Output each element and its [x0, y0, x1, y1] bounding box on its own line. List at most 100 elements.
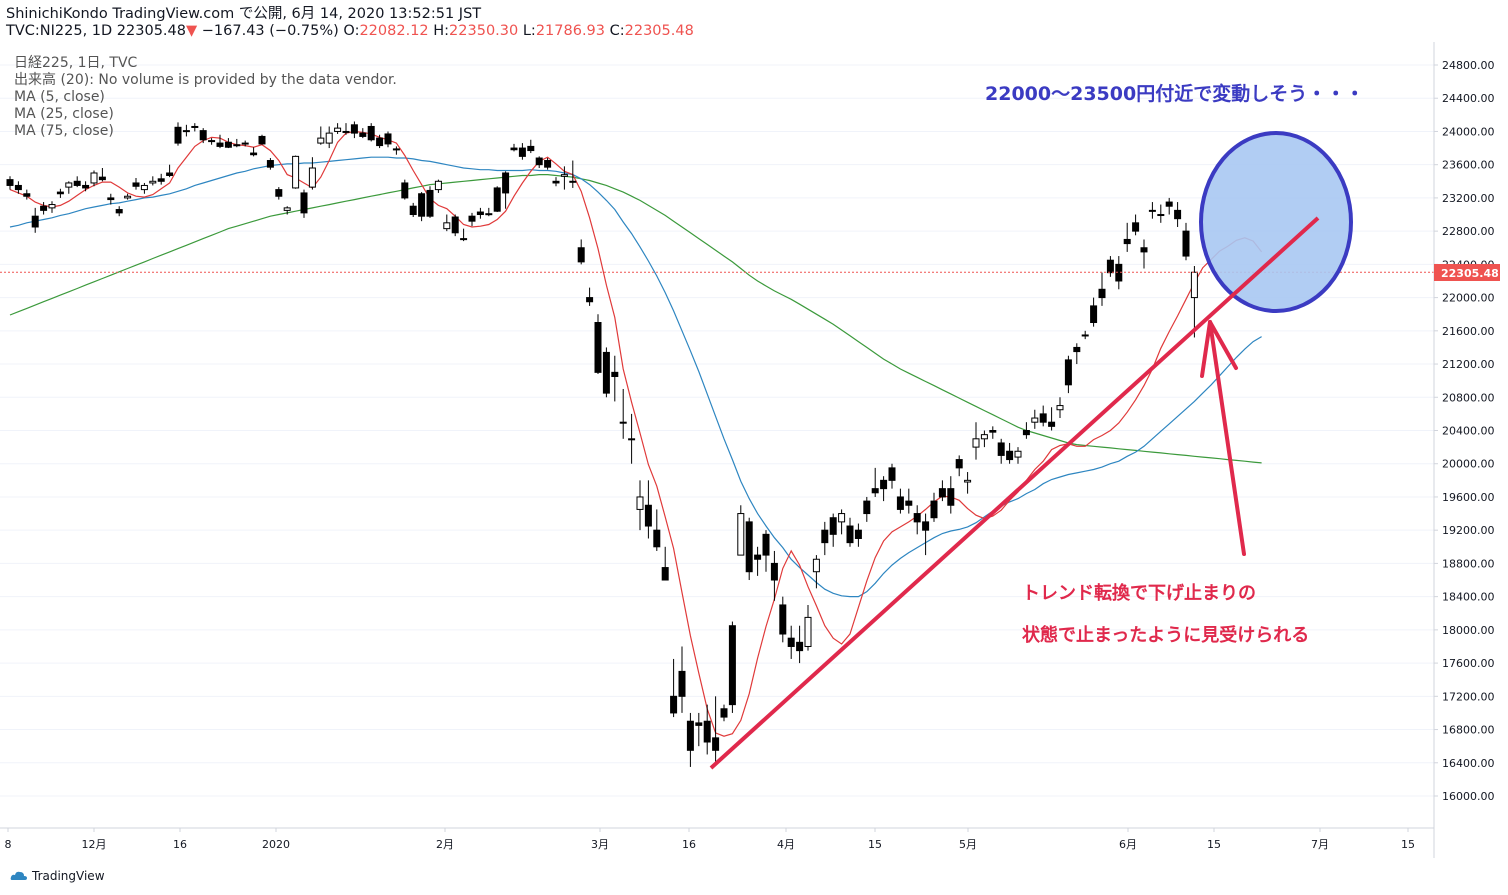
candle — [821, 521, 829, 556]
price-tick-label: 24400.00 — [1442, 92, 1495, 105]
candle-body — [182, 130, 190, 133]
candle — [720, 704, 728, 722]
candle — [191, 123, 199, 132]
price-tick-label: 24800.00 — [1442, 59, 1495, 72]
candle — [1014, 447, 1022, 464]
candle-body — [770, 562, 778, 581]
candle-body — [728, 625, 736, 706]
candle-body — [174, 126, 182, 144]
indicator-symbol[interactable]: 日経225, 1日, TVC — [14, 55, 138, 71]
candle — [1022, 422, 1030, 439]
candle-body — [955, 459, 963, 469]
time-tick-label: 3月 — [591, 838, 609, 851]
red-annotation-line2: 状態で止まったように見受けられる — [1022, 624, 1309, 646]
candle-body — [460, 238, 468, 241]
candle — [754, 546, 762, 576]
tradingview-logo[interactable]: TradingView — [10, 869, 105, 883]
ma75-line — [9, 174, 1262, 464]
candle — [90, 170, 98, 187]
target-range-ellipse — [1199, 131, 1353, 313]
candle-body — [208, 140, 216, 143]
indicator-ma75[interactable]: MA (75, close) — [14, 123, 114, 139]
candle — [216, 134, 224, 149]
candle-body — [191, 125, 199, 128]
candle-body — [586, 297, 594, 303]
candle — [1182, 222, 1190, 261]
candle-body — [661, 567, 669, 581]
candle-body — [107, 197, 115, 201]
price-tick-label: 16400.00 — [1442, 757, 1495, 770]
candle — [73, 176, 81, 188]
candle — [359, 128, 367, 139]
indicator-ma5[interactable]: MA (5, close) — [14, 89, 105, 105]
candle — [770, 550, 778, 601]
price-axis[interactable]: 16000.00 16400.00 16800.00 17200.00 17600.00… — [1434, 59, 1495, 803]
candle-body — [896, 496, 904, 510]
candle — [258, 134, 266, 145]
candle — [1073, 343, 1081, 365]
candle-body — [619, 421, 627, 424]
time-axis[interactable]: 8 12月 16 2020 2月 3月 16 4月 15 5月 6月 15 7月 15 — [5, 828, 1416, 851]
candle-body — [350, 124, 358, 134]
candle — [972, 422, 980, 460]
price-tick-label: 23600.00 — [1442, 159, 1495, 172]
price-tick-label: 23200.00 — [1442, 192, 1495, 205]
candle — [1064, 355, 1072, 394]
indicator-volume[interactable]: 出来高 (20): No volume is provided by the d… — [14, 72, 397, 88]
change-text: −167.43 (−0.75%) — [201, 23, 339, 39]
candle-body — [233, 144, 241, 147]
candle — [250, 147, 258, 157]
candle — [913, 505, 921, 535]
candle-body — [359, 132, 367, 137]
time-tick-label: 2月 — [436, 838, 454, 851]
candle — [308, 157, 316, 190]
candle-body — [938, 488, 946, 498]
trend-line — [709, 216, 1320, 770]
pointer-arrow — [1200, 320, 1246, 556]
blue-annotation: 22000～23500円付近で変動しそう・・・ — [985, 82, 1364, 105]
candle — [1190, 266, 1198, 338]
candle-body — [846, 525, 854, 544]
candle — [661, 546, 669, 581]
candle-body — [300, 192, 308, 214]
candle-body — [451, 216, 459, 234]
last-price-value: 22305.48 — [1441, 267, 1499, 280]
candle-body — [434, 180, 442, 191]
price-tick-label: 20400.00 — [1442, 425, 1495, 438]
candle-body — [56, 191, 64, 195]
candle — [1098, 272, 1106, 306]
candle — [737, 505, 745, 556]
candle-body — [703, 720, 711, 743]
candle-body — [1031, 417, 1039, 423]
high-label: H: — [433, 23, 450, 39]
candle — [367, 123, 375, 142]
candle-body — [888, 467, 896, 481]
candle — [6, 176, 14, 190]
candle — [1174, 202, 1182, 227]
symbol-text[interactable]: TVC:NI225, 1D 22305.48 — [6, 23, 186, 39]
candle — [552, 177, 560, 187]
candle-body — [535, 157, 543, 166]
candle — [779, 596, 787, 643]
candle — [124, 193, 132, 200]
candle — [728, 621, 736, 713]
candle — [401, 179, 409, 200]
candle — [460, 228, 468, 242]
candle — [1090, 297, 1098, 327]
candle — [896, 488, 904, 514]
candle — [317, 126, 325, 145]
candle-body — [224, 141, 232, 148]
candle-body — [1081, 334, 1089, 337]
candle-body — [863, 500, 871, 515]
candle — [233, 138, 241, 148]
indicator-ma25[interactable]: MA (25, close) — [14, 106, 114, 122]
last-price-label: 22305.48 — [1434, 264, 1500, 281]
candle — [930, 492, 938, 522]
candle — [1140, 239, 1148, 269]
candle-body — [1190, 271, 1198, 299]
candle-body — [149, 180, 157, 184]
time-tick-label: 12月 — [82, 838, 107, 851]
candle-body — [6, 179, 14, 186]
candle — [1039, 405, 1047, 427]
